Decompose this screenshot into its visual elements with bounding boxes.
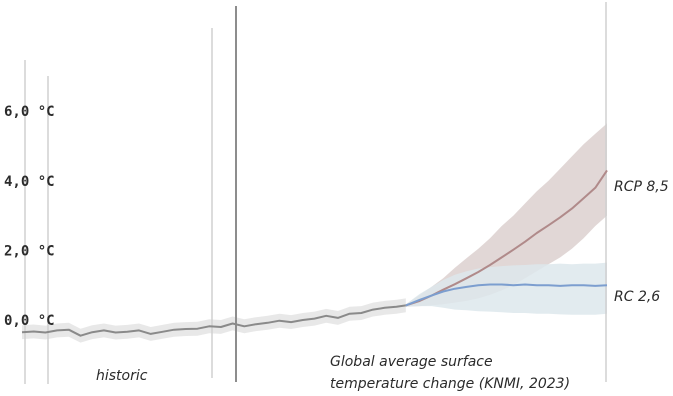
caption-line-2: temperature change (KNMI, 2023) bbox=[330, 376, 570, 392]
line-historic bbox=[21, 304, 406, 337]
y-tick-label: 4,0 °C bbox=[4, 174, 55, 190]
series-label-rcp85: RCP 8,5 bbox=[614, 179, 669, 195]
band-rc-2-6 bbox=[405, 262, 607, 315]
line-rcp-8-5 bbox=[405, 169, 608, 307]
divider-lines bbox=[24, 2, 607, 384]
y-tick-label: 0,0 °C bbox=[4, 313, 55, 329]
line-rc-2-6 bbox=[405, 283, 608, 307]
y-axis-tick-labels: 6,0 °C 4,0 °C 2,0 °C 0,0 °C bbox=[4, 104, 55, 329]
y-tick-label: 6,0 °C bbox=[4, 104, 55, 120]
series-lines bbox=[21, 169, 608, 337]
series-label-rc26: RC 2,6 bbox=[614, 289, 660, 305]
y-tick-label: 2,0 °C bbox=[4, 243, 55, 259]
uncertainty-bands bbox=[22, 123, 607, 343]
historic-label: historic bbox=[96, 368, 148, 384]
caption-line-1: Global average surface bbox=[330, 354, 493, 370]
